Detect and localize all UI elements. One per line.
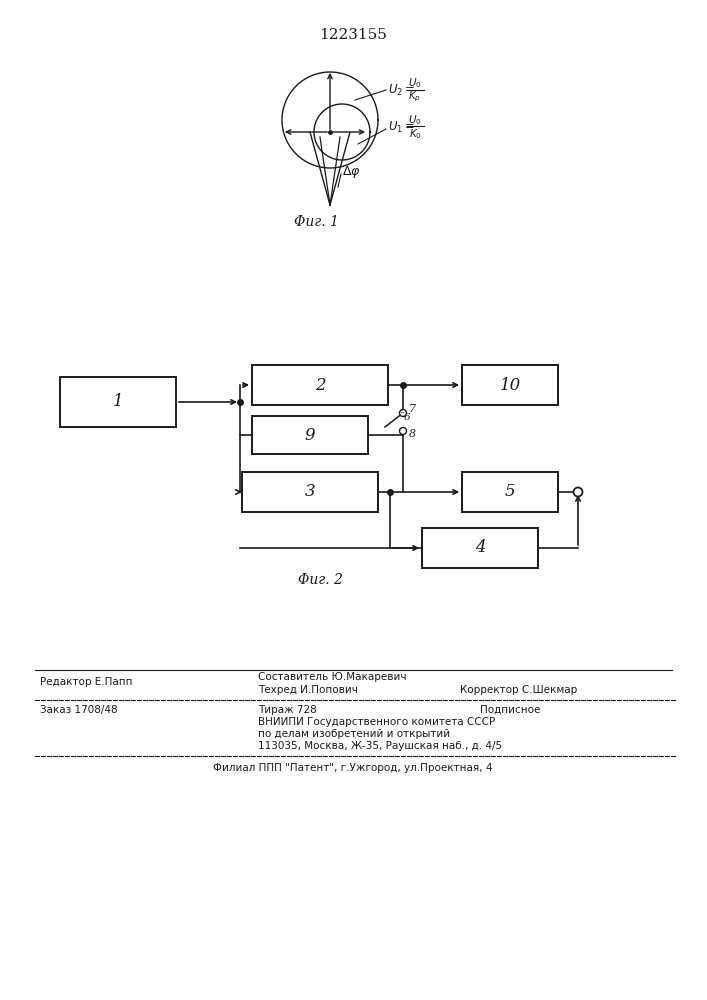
Text: $\Delta\varphi$: $\Delta\varphi$ [342, 164, 361, 180]
Text: Корректор С.Шекмар: Корректор С.Шекмар [460, 685, 577, 695]
Text: Подписное: Подписное [480, 705, 540, 715]
Text: $U_0$: $U_0$ [408, 76, 422, 90]
Text: 5: 5 [505, 484, 515, 500]
Bar [252, 416, 368, 454]
Text: 8: 8 [409, 429, 416, 439]
Text: $U_2 = $: $U_2 = $ [388, 82, 415, 98]
Bar [60, 377, 176, 427]
Text: ̑6: ̑6 [405, 414, 411, 422]
Text: $U_0$: $U_0$ [408, 113, 422, 127]
Text: 113035, Москва, Ж-35, Раушская наб., д. 4/5: 113035, Москва, Ж-35, Раушская наб., д. … [258, 741, 502, 751]
Circle shape [573, 488, 583, 496]
Bar [242, 472, 378, 512]
Text: Заказ 1708/48: Заказ 1708/48 [40, 705, 117, 715]
Text: $K_p$: $K_p$ [409, 90, 421, 104]
Bar [462, 365, 558, 405]
Text: 1223155: 1223155 [319, 28, 387, 42]
Circle shape [399, 428, 407, 434]
Text: Φиг. 2: Φиг. 2 [298, 573, 342, 587]
Text: 10: 10 [499, 376, 520, 393]
Circle shape [399, 410, 407, 416]
Text: 1: 1 [112, 393, 123, 410]
Text: $U_1 = $: $U_1 = $ [388, 119, 415, 135]
Bar [252, 365, 388, 405]
Bar [462, 472, 558, 512]
Text: 4: 4 [474, 540, 485, 556]
Text: 9: 9 [305, 426, 315, 444]
Bar [422, 528, 538, 568]
Text: 7: 7 [409, 404, 416, 414]
Text: 3: 3 [305, 484, 315, 500]
Text: ВНИИПИ Государственного комитета СССР: ВНИИПИ Государственного комитета СССР [258, 717, 495, 727]
Text: Составитель Ю.Макаревич: Составитель Ю.Макаревич [258, 672, 407, 682]
Text: Техред И.Попович: Техред И.Попович [258, 685, 358, 695]
Text: по делам изобретений и открытий: по делам изобретений и открытий [258, 729, 450, 739]
Text: Φиг. 1: Φиг. 1 [293, 215, 339, 229]
Text: 2: 2 [315, 376, 325, 393]
Text: Редактор Е.Папп: Редактор Е.Папп [40, 677, 132, 687]
Text: Филиал ППП "Патент", г.Ужгород, ул.Проектная, 4: Филиал ППП "Патент", г.Ужгород, ул.Проек… [214, 763, 493, 773]
Text: Тираж 728: Тираж 728 [258, 705, 317, 715]
Text: $K_0$: $K_0$ [409, 127, 421, 141]
